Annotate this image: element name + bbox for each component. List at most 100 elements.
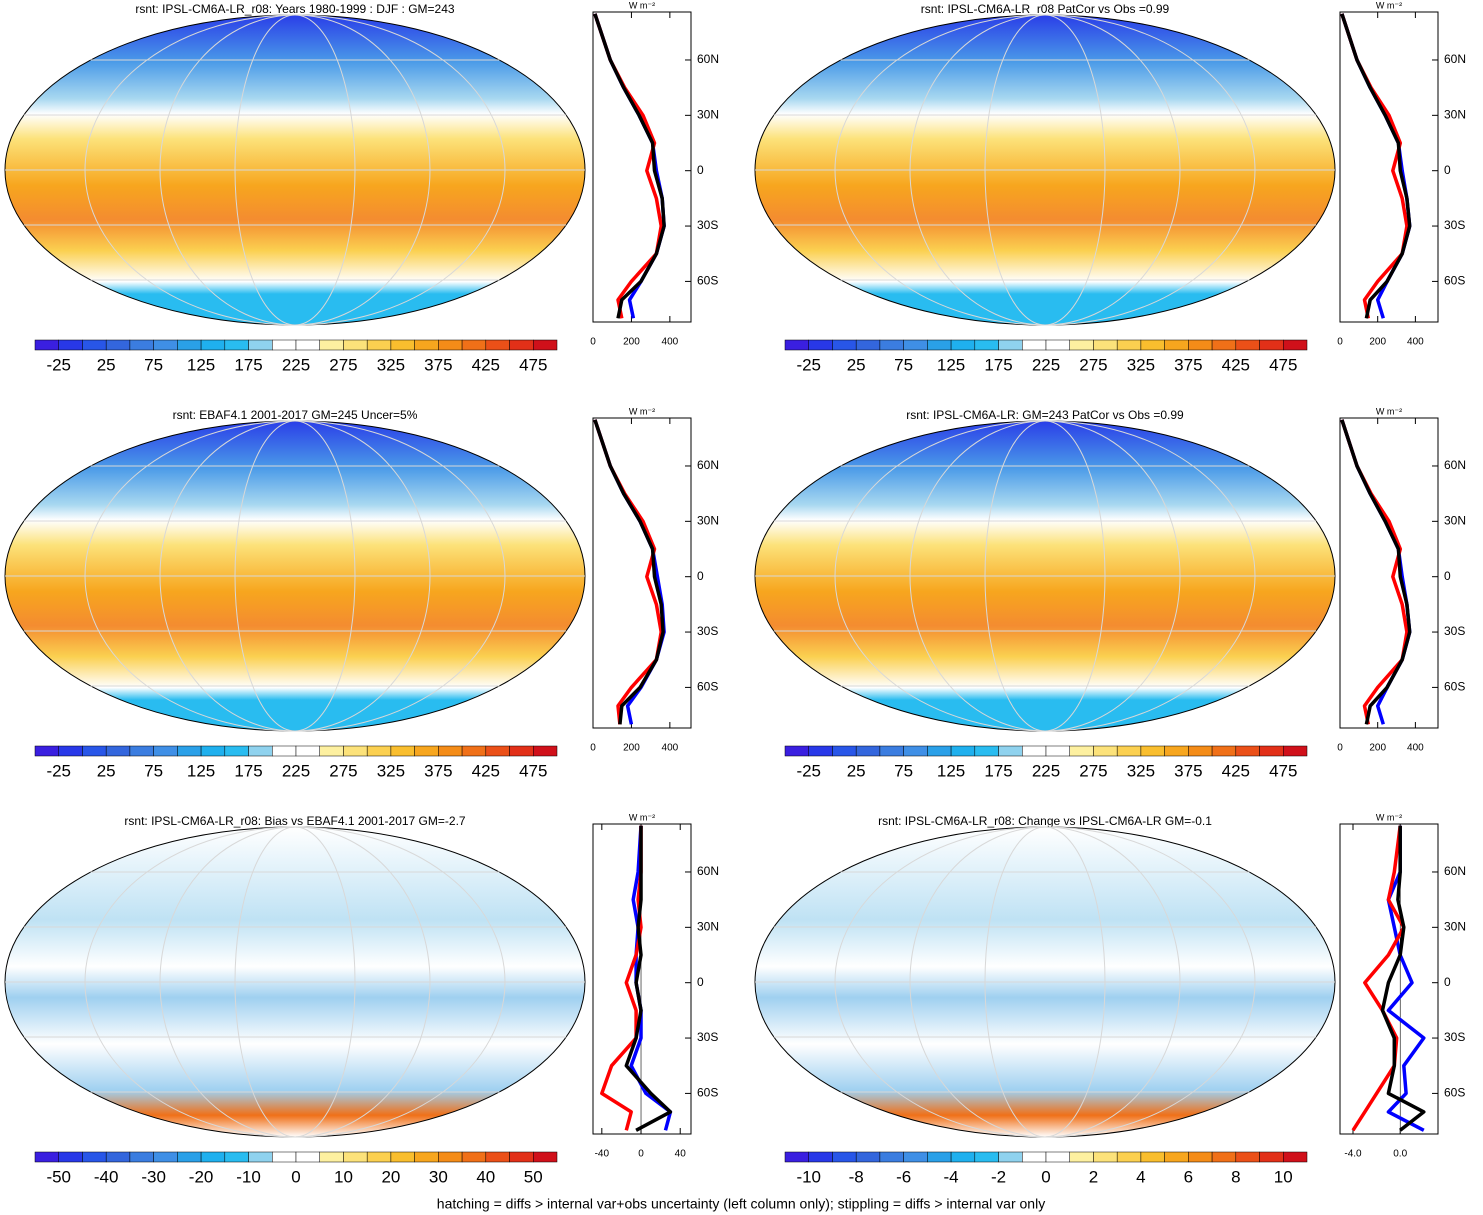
colorbar-box (1140, 1151, 1165, 1163)
y-tick-label: 60S (1444, 1086, 1465, 1100)
colorbar-box (998, 1151, 1023, 1163)
colorbar-box (438, 745, 463, 757)
y-tick-label: 30N (1444, 514, 1466, 528)
colorbar-label: -20 (189, 1167, 214, 1186)
colorbar-box (1022, 1151, 1047, 1163)
colorbar-box (533, 745, 558, 757)
colorbar-label: 50 (524, 1167, 543, 1186)
y-tick-label: 0 (697, 163, 704, 177)
colorbar-box (1140, 745, 1165, 757)
x-tick-label: 200 (1369, 743, 1386, 754)
colorbar-box (129, 745, 154, 757)
unit-label: W m⁻² (629, 406, 655, 416)
colorbar-label: 175 (984, 355, 1012, 374)
colorbar-box (295, 339, 320, 351)
colorbar-box (509, 339, 534, 351)
colorbar-label: 375 (424, 761, 452, 780)
colorbar-label: 375 (424, 355, 452, 374)
profile-line (593, 13, 663, 319)
colorbar-box (855, 339, 881, 351)
colorbar-label: 75 (144, 355, 163, 374)
profile-frame (1339, 417, 1439, 729)
y-tick-label: 0 (697, 569, 704, 583)
colorbar-label: 325 (377, 355, 405, 374)
colorbar-label: 175 (234, 761, 262, 780)
colorbar-box (1116, 1151, 1142, 1163)
colorbar-box (58, 1151, 83, 1163)
colorbar-box (927, 339, 952, 351)
colorbar-box (224, 745, 249, 757)
colorbar-label: 275 (1079, 355, 1107, 374)
profile-line (624, 825, 673, 1132)
colorbar-label: 325 (1127, 761, 1155, 780)
colorbar-box (1211, 1151, 1237, 1163)
colorbar-box (82, 1151, 107, 1163)
colorbar-label: 75 (894, 355, 913, 374)
colorbar-label: 425 (1222, 761, 1250, 780)
y-tick-label: 60S (697, 274, 718, 288)
colorbar-box (224, 1151, 249, 1163)
colorbar-box (105, 339, 131, 351)
colorbar-box (129, 1151, 154, 1163)
colorbar-box (414, 339, 439, 351)
y-tick-label: 30N (697, 514, 719, 528)
y-tick-label: 0 (1444, 163, 1451, 177)
colorbar-box (200, 1151, 226, 1163)
colorbar-box (461, 1151, 487, 1163)
colorbar-label: 25 (97, 355, 116, 374)
colorbar-label: 125 (937, 355, 965, 374)
y-tick-label: 60S (697, 1086, 718, 1100)
colorbar-box (1211, 745, 1237, 757)
colorbar-box (808, 1151, 833, 1163)
colorbar-label: -2 (991, 1167, 1006, 1186)
colorbar-label: 325 (1127, 355, 1155, 374)
colorbar-box (319, 339, 344, 351)
colorbar-box (153, 1151, 178, 1163)
colorbar-box (1283, 339, 1308, 351)
colorbar-box (832, 339, 857, 351)
profile-line (1351, 825, 1406, 1132)
panel-title: rsnt: IPSL-CM6A-LR_r08 PatCor vs Obs =0.… (921, 2, 1170, 16)
colorbar-box (533, 1151, 558, 1163)
colorbar-label: -10 (236, 1167, 261, 1186)
y-tick-label: 60N (1444, 52, 1466, 66)
colorbar-label: 20 (381, 1167, 400, 1186)
colorbar-label: 225 (1032, 761, 1060, 780)
x-tick-label: 40 (675, 1149, 687, 1160)
colorbar-box (903, 339, 928, 351)
profile-line (1340, 13, 1409, 319)
colorbar-box (485, 339, 510, 351)
colorbar-box (295, 1151, 320, 1163)
colorbar-box (343, 339, 368, 351)
colorbar-label: -25 (46, 761, 71, 780)
colorbar-box (879, 339, 904, 351)
colorbar-box (343, 745, 368, 757)
profile-line (600, 825, 643, 1131)
profile-line (593, 419, 665, 725)
y-tick-label: 60N (697, 52, 719, 66)
colorbar-box (343, 1151, 368, 1163)
colorbar-box (105, 1151, 131, 1163)
profile-line (1340, 419, 1409, 725)
colorbar-label: 425 (472, 761, 500, 780)
colorbar-box (1164, 745, 1189, 757)
profile-frame (592, 417, 692, 729)
y-tick-label: 30S (697, 218, 718, 232)
colorbar-box (950, 745, 976, 757)
footer: hatching = diffs > internal var+obs unce… (437, 1196, 1045, 1212)
colorbar-label: 275 (1079, 761, 1107, 780)
colorbar-box (200, 339, 226, 351)
colorbar-box (485, 745, 510, 757)
colorbar-label: 40 (476, 1167, 495, 1186)
colorbar-box (153, 339, 178, 351)
colorbar-box (272, 339, 297, 351)
colorbar-box (879, 745, 904, 757)
colorbar-box (903, 1151, 928, 1163)
colorbar-label: 0 (1041, 1167, 1050, 1186)
colorbar-label: 225 (282, 355, 310, 374)
colorbar-label: 225 (282, 761, 310, 780)
y-tick-label: 30S (697, 624, 718, 638)
unit-label: W m⁻² (629, 812, 655, 822)
colorbar-label: 10 (334, 1167, 353, 1186)
y-tick-label: 30N (697, 108, 719, 122)
